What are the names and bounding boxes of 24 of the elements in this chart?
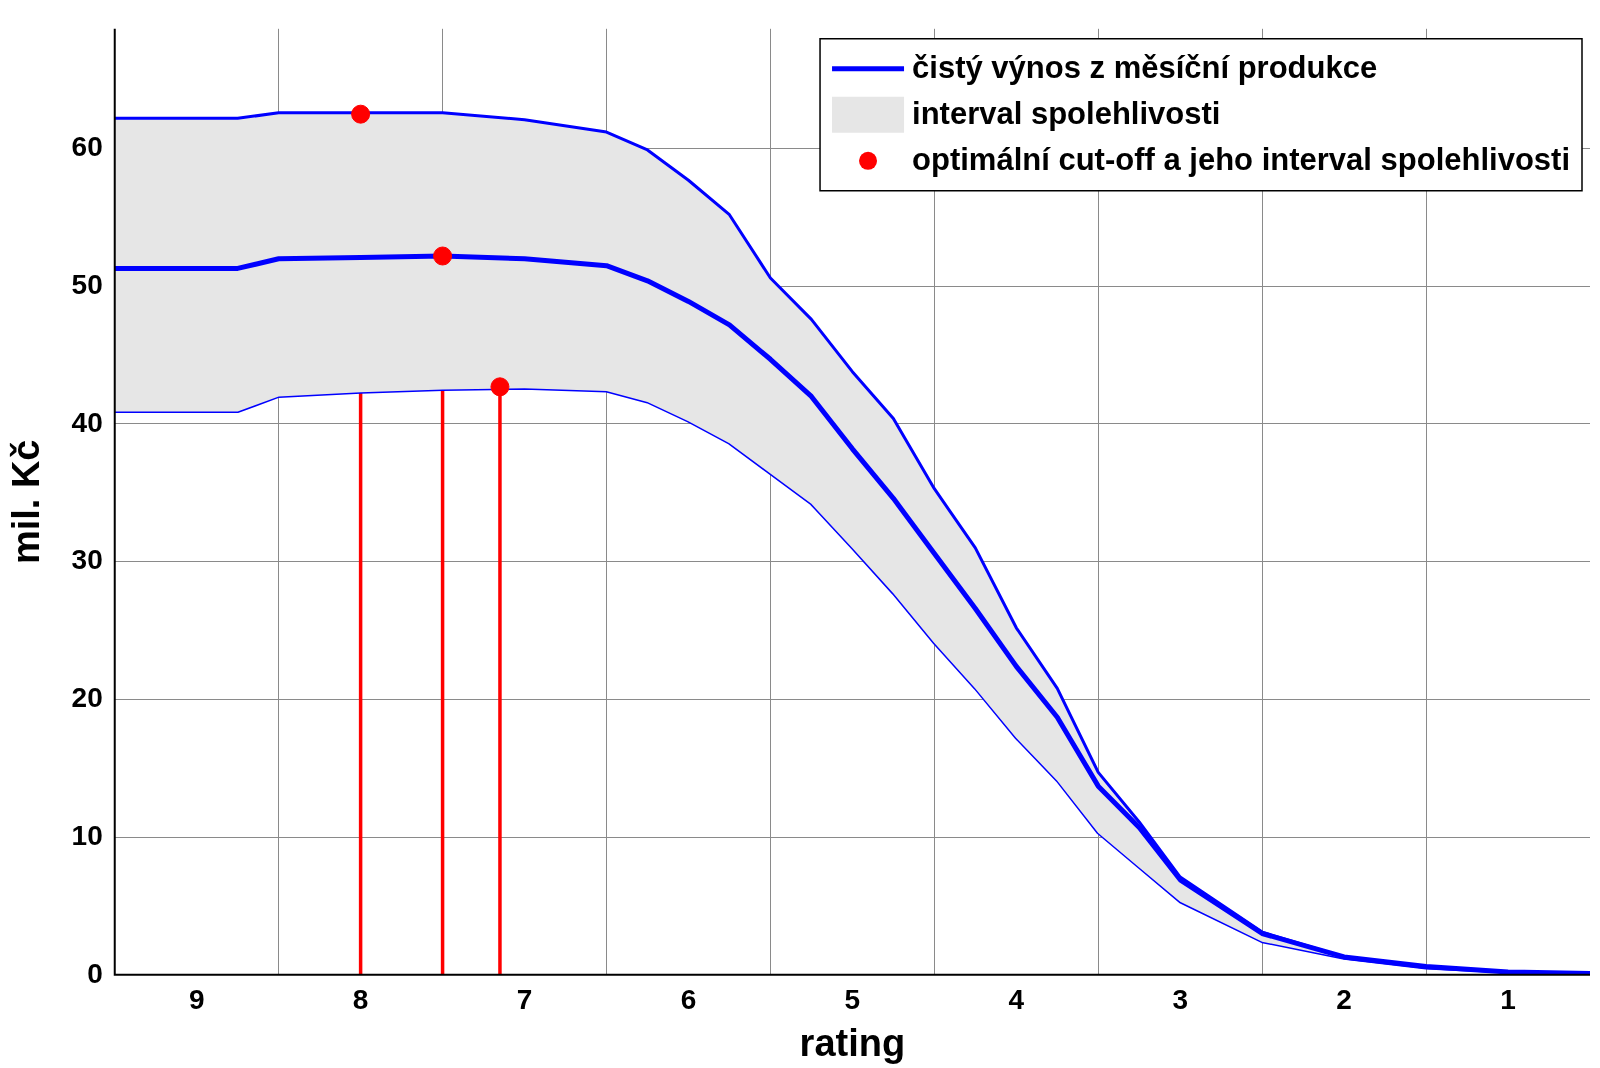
x-tick-label: 7 [516, 984, 533, 1016]
legend-label: interval spolehlivosti [912, 96, 1221, 132]
y-tick-label: 50 [71, 269, 103, 301]
point [490, 377, 510, 397]
x-tick-label: 3 [1172, 984, 1188, 1016]
x-axis-title: rating [799, 1021, 906, 1064]
y-tick-label: 60 [71, 131, 103, 163]
y-tick-label: 40 [71, 406, 103, 438]
y-axis-title: mil. Kč [5, 439, 48, 565]
legend-label: čistý výnos z měsíční produkce [912, 50, 1378, 86]
x-tick-label: 2 [1336, 984, 1352, 1016]
y-tick-label: 30 [71, 544, 103, 576]
y-tick-label: 10 [71, 819, 103, 851]
y-tick-label: 20 [71, 682, 103, 714]
point [351, 104, 371, 124]
point [433, 246, 453, 266]
x-tick-label: 6 [680, 984, 697, 1016]
x-tick-label: 9 [188, 984, 205, 1016]
legend-label: optimální cut-off a jeho interval spolehlivosti [912, 142, 1571, 178]
x-tick-label: 4 [1008, 984, 1025, 1016]
x-tick-label: 1 [1500, 984, 1516, 1016]
x-tick-label: 8 [352, 984, 369, 1016]
x-tick-label: 5 [844, 984, 861, 1016]
y-tick-label: 0 [87, 957, 103, 989]
